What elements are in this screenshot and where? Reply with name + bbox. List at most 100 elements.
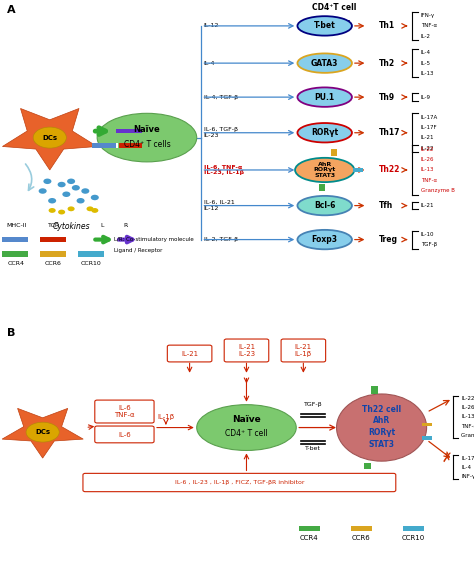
Text: IL-26: IL-26 (421, 157, 434, 162)
Text: TCR: TCR (48, 223, 61, 228)
Text: STAT3: STAT3 (369, 440, 394, 449)
Polygon shape (2, 408, 83, 458)
Circle shape (38, 188, 47, 194)
FancyArrow shape (351, 525, 372, 531)
Text: ✗: ✗ (441, 452, 452, 465)
FancyArrow shape (116, 129, 142, 133)
Text: Naïve: Naïve (134, 125, 160, 134)
FancyBboxPatch shape (95, 400, 154, 423)
Ellipse shape (197, 404, 296, 450)
FancyArrow shape (422, 423, 432, 427)
Text: DCs: DCs (35, 429, 50, 435)
Text: IL-6 , IL-23 , IL-1β , FICZ, TGF-βR inhibitor: IL-6 , IL-23 , IL-1β , FICZ, TGF-βR inhi… (174, 480, 304, 485)
FancyArrow shape (92, 144, 116, 148)
Text: Naïve: Naïve (232, 415, 261, 424)
Text: TGF-β: TGF-β (303, 402, 322, 407)
Text: L/R: Co-stimulatory molecule: L/R: Co-stimulatory molecule (114, 237, 193, 242)
Text: IL-13: IL-13 (421, 71, 434, 76)
Polygon shape (2, 108, 97, 170)
Circle shape (67, 206, 75, 211)
Text: IL-26: IL-26 (461, 405, 474, 410)
Text: DCs: DCs (42, 135, 57, 141)
Text: CCR6: CCR6 (45, 261, 62, 266)
FancyArrow shape (331, 149, 337, 156)
Ellipse shape (298, 196, 352, 215)
Text: IL-12: IL-12 (204, 23, 219, 28)
Text: Bcl-6: Bcl-6 (314, 201, 336, 210)
Text: IL-21
IL-1β: IL-21 IL-1β (295, 344, 312, 357)
Circle shape (58, 182, 65, 187)
Text: Granzyme B: Granzyme B (461, 433, 474, 438)
Text: IL-6, IL-21
IL-12: IL-6, IL-21 IL-12 (204, 200, 235, 211)
Text: IL-6: IL-6 (118, 432, 131, 437)
Text: Granzyme B: Granzyme B (421, 188, 455, 193)
Text: IL-21: IL-21 (181, 350, 198, 357)
Circle shape (58, 210, 65, 215)
Text: IL-2: IL-2 (421, 34, 431, 39)
FancyBboxPatch shape (83, 473, 396, 492)
Text: IL-21: IL-21 (421, 135, 434, 140)
Text: IL-21
IL-23: IL-21 IL-23 (238, 344, 255, 357)
Text: IL-6, TGF-β
IL-23: IL-6, TGF-β IL-23 (204, 127, 238, 138)
Text: CD4⁺ T cells: CD4⁺ T cells (124, 140, 170, 149)
Text: IL-17: IL-17 (461, 456, 474, 461)
Circle shape (62, 191, 71, 197)
Text: A: A (7, 5, 16, 15)
Circle shape (44, 178, 52, 184)
Ellipse shape (33, 127, 66, 148)
Ellipse shape (337, 394, 427, 461)
Text: subsets: subsets (318, 18, 351, 27)
Text: CD4⁺ T cell: CD4⁺ T cell (225, 429, 268, 438)
Text: Th1: Th1 (379, 22, 395, 31)
Text: Cytokines: Cytokines (52, 222, 90, 231)
Text: TNF-α: TNF-α (461, 424, 474, 428)
FancyBboxPatch shape (167, 345, 212, 362)
Text: PU.1: PU.1 (315, 93, 335, 102)
FancyArrow shape (371, 386, 378, 394)
FancyBboxPatch shape (224, 339, 269, 362)
FancyArrow shape (353, 168, 363, 172)
Text: Tfh: Tfh (379, 201, 393, 210)
Text: IL-10: IL-10 (421, 232, 434, 237)
FancyArrow shape (118, 144, 142, 148)
Text: INF-γ: INF-γ (461, 474, 474, 479)
Text: L: L (100, 223, 104, 228)
Ellipse shape (298, 16, 352, 36)
Text: IL-22: IL-22 (461, 396, 474, 401)
Text: CD4⁺T cell: CD4⁺T cell (312, 3, 356, 12)
Ellipse shape (298, 87, 352, 107)
Text: T-bet: T-bet (314, 22, 336, 31)
Ellipse shape (26, 422, 59, 442)
Circle shape (86, 206, 94, 211)
FancyArrow shape (319, 184, 325, 191)
Text: Th17: Th17 (379, 128, 401, 137)
Circle shape (77, 198, 84, 203)
Text: CCR4: CCR4 (300, 535, 319, 541)
Text: IL-13: IL-13 (421, 168, 434, 173)
Text: IL-4, TGF-β: IL-4, TGF-β (204, 95, 238, 99)
Text: GATA3: GATA3 (311, 59, 338, 68)
Text: RORγt: RORγt (311, 128, 338, 137)
Text: TGF-β: TGF-β (421, 243, 437, 247)
Circle shape (67, 178, 75, 184)
Circle shape (48, 198, 56, 203)
FancyArrow shape (40, 251, 66, 257)
Text: IL-17F: IL-17F (421, 125, 438, 130)
Text: TNF-α: TNF-α (421, 23, 437, 28)
FancyArrow shape (299, 525, 320, 531)
Circle shape (82, 188, 89, 194)
Text: IL-1β: IL-1β (157, 414, 174, 420)
Ellipse shape (298, 53, 352, 73)
FancyArrow shape (78, 251, 104, 257)
FancyArrow shape (2, 237, 28, 243)
Text: CCR6: CCR6 (352, 535, 371, 541)
Text: IL-4: IL-4 (421, 51, 431, 55)
Text: IL-22: IL-22 (421, 146, 434, 151)
Text: Ligand / Receptor: Ligand / Receptor (114, 248, 162, 253)
Text: IFN-γ: IFN-γ (421, 13, 435, 18)
Text: IL-13: IL-13 (461, 415, 474, 419)
Text: B: B (7, 328, 16, 339)
FancyArrow shape (116, 143, 118, 148)
Text: IL-4: IL-4 (204, 61, 215, 66)
Text: Treg: Treg (379, 235, 398, 244)
